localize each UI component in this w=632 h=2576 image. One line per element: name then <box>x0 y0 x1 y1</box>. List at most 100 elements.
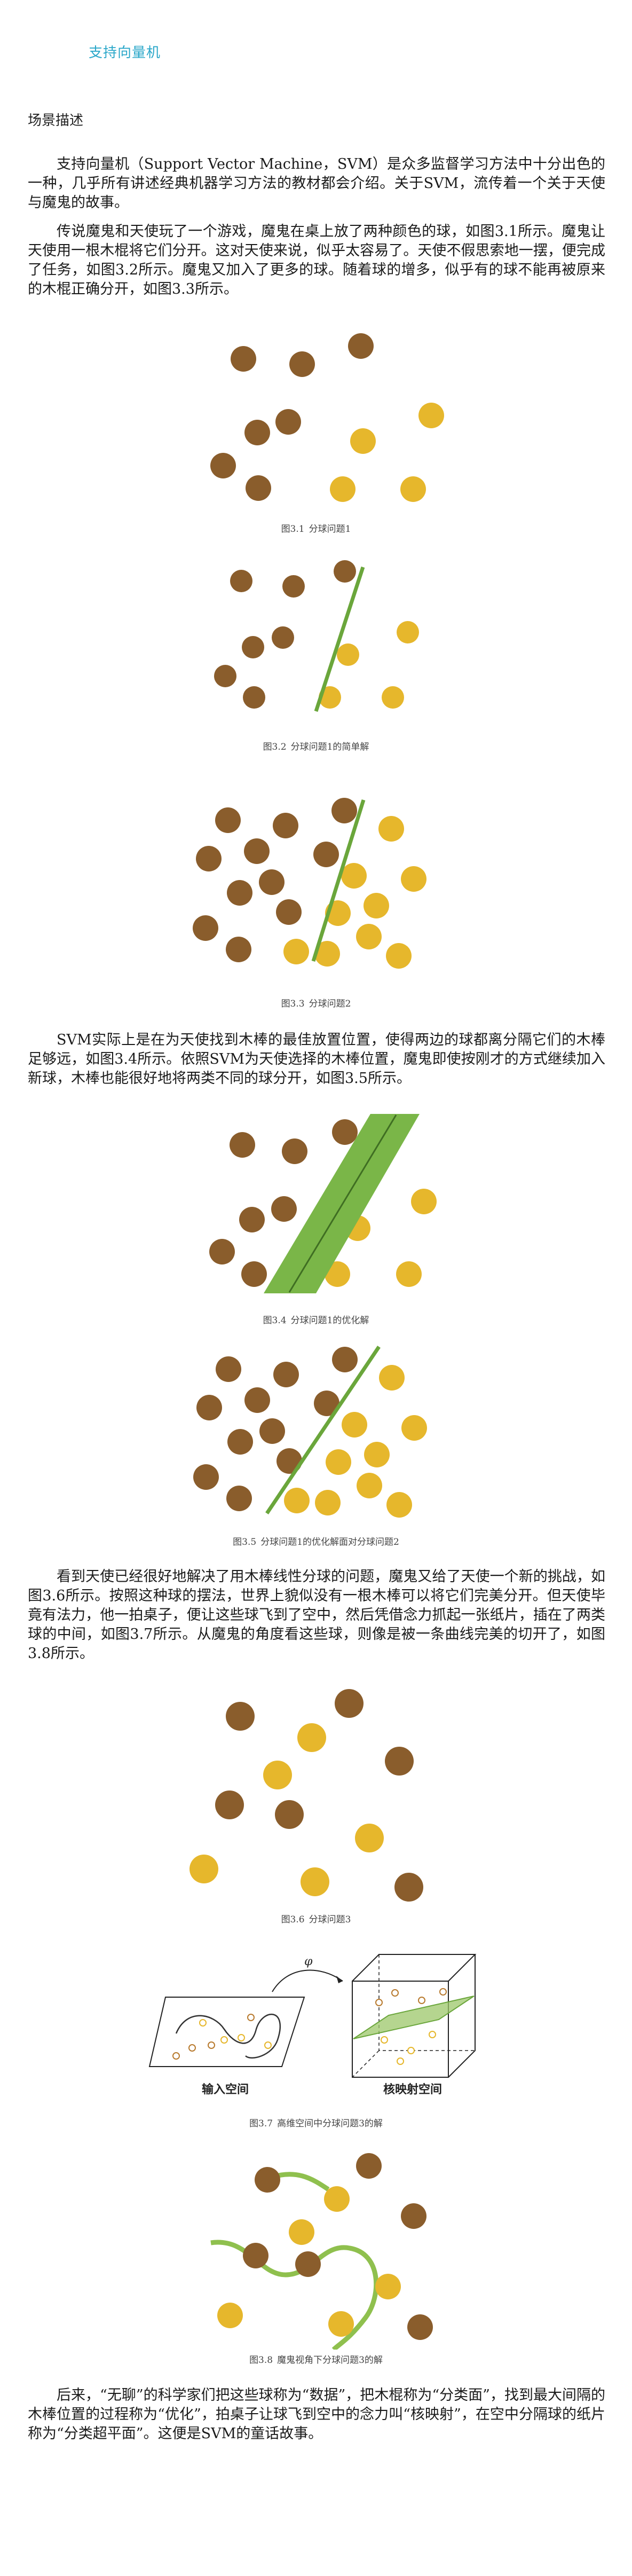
yellow-ball <box>314 941 340 967</box>
brown-ball <box>244 838 270 864</box>
brown-ball <box>239 1207 265 1232</box>
curve-line <box>175 2013 281 2059</box>
brown-ball <box>348 333 374 359</box>
brown-ball <box>314 1391 339 1416</box>
yellow-ball <box>382 686 404 709</box>
input-point <box>188 2044 196 2052</box>
mapped-point <box>429 2031 436 2038</box>
figure-caption-3-8: 图3.8 魔鬼视角下分球问题3的解 <box>249 2355 383 2366</box>
mapped-point <box>418 1997 425 2004</box>
brown-ball <box>246 475 271 501</box>
yellow-ball <box>328 2311 354 2337</box>
brown-ball <box>231 346 256 372</box>
brown-ball <box>242 636 264 658</box>
figure-3-4 <box>209 1114 437 1293</box>
brown-ball <box>226 937 251 962</box>
yellow-ball <box>418 403 444 428</box>
brown-ball <box>215 807 241 833</box>
brown-ball <box>259 1418 285 1444</box>
mapped-point <box>375 1999 383 2006</box>
brown-ball <box>243 686 265 709</box>
cube-side <box>448 1954 476 2078</box>
paragraph-intro: 支持向量机（Support Vector Machine，SVM）是众多监督学习… <box>28 156 605 211</box>
brown-ball <box>356 2153 382 2179</box>
yellow-ball <box>324 2186 350 2212</box>
yellow-ball <box>378 816 404 842</box>
brown-ball <box>241 1261 267 1287</box>
brown-ball <box>209 1239 235 1265</box>
paragraph-svm: SVM实际上是在为天使找到木棒的最佳放置位置，使得两边的球都离分隔它们的木棒足够… <box>28 1032 605 1087</box>
brown-ball <box>255 2167 280 2193</box>
brown-ball <box>275 409 301 435</box>
mapped-point <box>397 2057 404 2065</box>
brown-ball <box>273 1362 299 1387</box>
yellow-ball <box>326 1449 351 1475</box>
yellow-ball <box>400 476 426 502</box>
yellow-ball <box>396 1261 422 1287</box>
input-point <box>264 2041 272 2049</box>
brown-ball <box>295 2251 321 2277</box>
input-space-label: 输入空间 <box>202 2083 249 2096</box>
kernel-space-label: 核映射空间 <box>383 2083 442 2096</box>
brown-ball <box>215 1790 244 1819</box>
cube-top <box>352 1954 477 1982</box>
paragraph-challenge: 看到天使已经很好地解决了用木棒线性分球的问题，魔鬼又给了天使一个新的挑战，如图3… <box>28 1568 605 1662</box>
figure-caption-3-6: 图3.6 分球问题3 <box>281 1914 351 1925</box>
mapped-point <box>439 1988 447 1996</box>
brown-ball <box>243 2243 268 2268</box>
yellow-ball <box>397 621 419 643</box>
input-point <box>238 2034 245 2041</box>
brown-ball <box>313 842 339 867</box>
brown-ball <box>230 570 252 592</box>
margin-band <box>264 1114 420 1293</box>
yellow-ball <box>411 1189 437 1214</box>
input-point <box>199 2019 207 2027</box>
brown-ball <box>210 453 236 478</box>
figure-caption-3-3: 图3.3 分球问题2 <box>281 999 351 1009</box>
yellow-ball <box>364 893 389 918</box>
yellow-ball <box>401 1415 427 1441</box>
yellow-ball <box>375 2274 401 2299</box>
yellow-ball <box>356 924 382 949</box>
input-point <box>208 2041 215 2049</box>
brown-ball <box>230 1132 255 1158</box>
yellow-ball <box>401 866 426 892</box>
brown-ball <box>282 575 305 598</box>
brown-ball <box>275 1800 304 1829</box>
yellow-ball <box>341 863 367 889</box>
separating-curve <box>210 2240 379 2350</box>
yellow-ball <box>330 476 356 502</box>
brown-ball <box>226 1702 255 1731</box>
yellow-ball <box>217 2303 243 2328</box>
brown-ball <box>216 1356 241 1382</box>
yellow-ball <box>189 1855 218 1883</box>
stick-line <box>314 566 365 712</box>
brown-ball <box>289 351 315 377</box>
yellow-ball <box>364 1442 390 1467</box>
mapping-arrow <box>272 1969 343 1992</box>
brown-ball <box>407 2314 433 2340</box>
figure-3-6 <box>189 1689 423 1902</box>
yellow-ball <box>289 2219 314 2245</box>
brown-ball <box>271 1196 297 1222</box>
yellow-ball <box>284 1488 310 1513</box>
brown-ball <box>193 915 218 941</box>
figure-caption-3-2: 图3.2 分球问题1的简单解 <box>263 742 369 752</box>
figure-caption-3-4: 图3.4 分球问题1的优化解 <box>263 1315 369 1326</box>
yellow-ball <box>357 1473 382 1498</box>
brown-ball <box>226 1486 252 1511</box>
yellow-ball <box>337 643 359 666</box>
brown-ball <box>259 869 285 895</box>
yellow-ball <box>342 1412 367 1438</box>
phi-label: φ <box>304 1955 313 1968</box>
brown-ball <box>227 880 252 906</box>
stick-line <box>311 799 366 962</box>
yellow-ball <box>350 428 376 454</box>
figure-caption-3-5: 图3.5 分球问题1的优化解面对分球问题2 <box>233 1537 399 1548</box>
mapped-point <box>381 2036 388 2044</box>
brown-ball <box>273 813 298 838</box>
mapping-arrowhead <box>336 1976 343 1983</box>
input-point <box>247 2014 255 2021</box>
stick-line <box>288 1114 397 1293</box>
brown-ball <box>401 2203 426 2229</box>
